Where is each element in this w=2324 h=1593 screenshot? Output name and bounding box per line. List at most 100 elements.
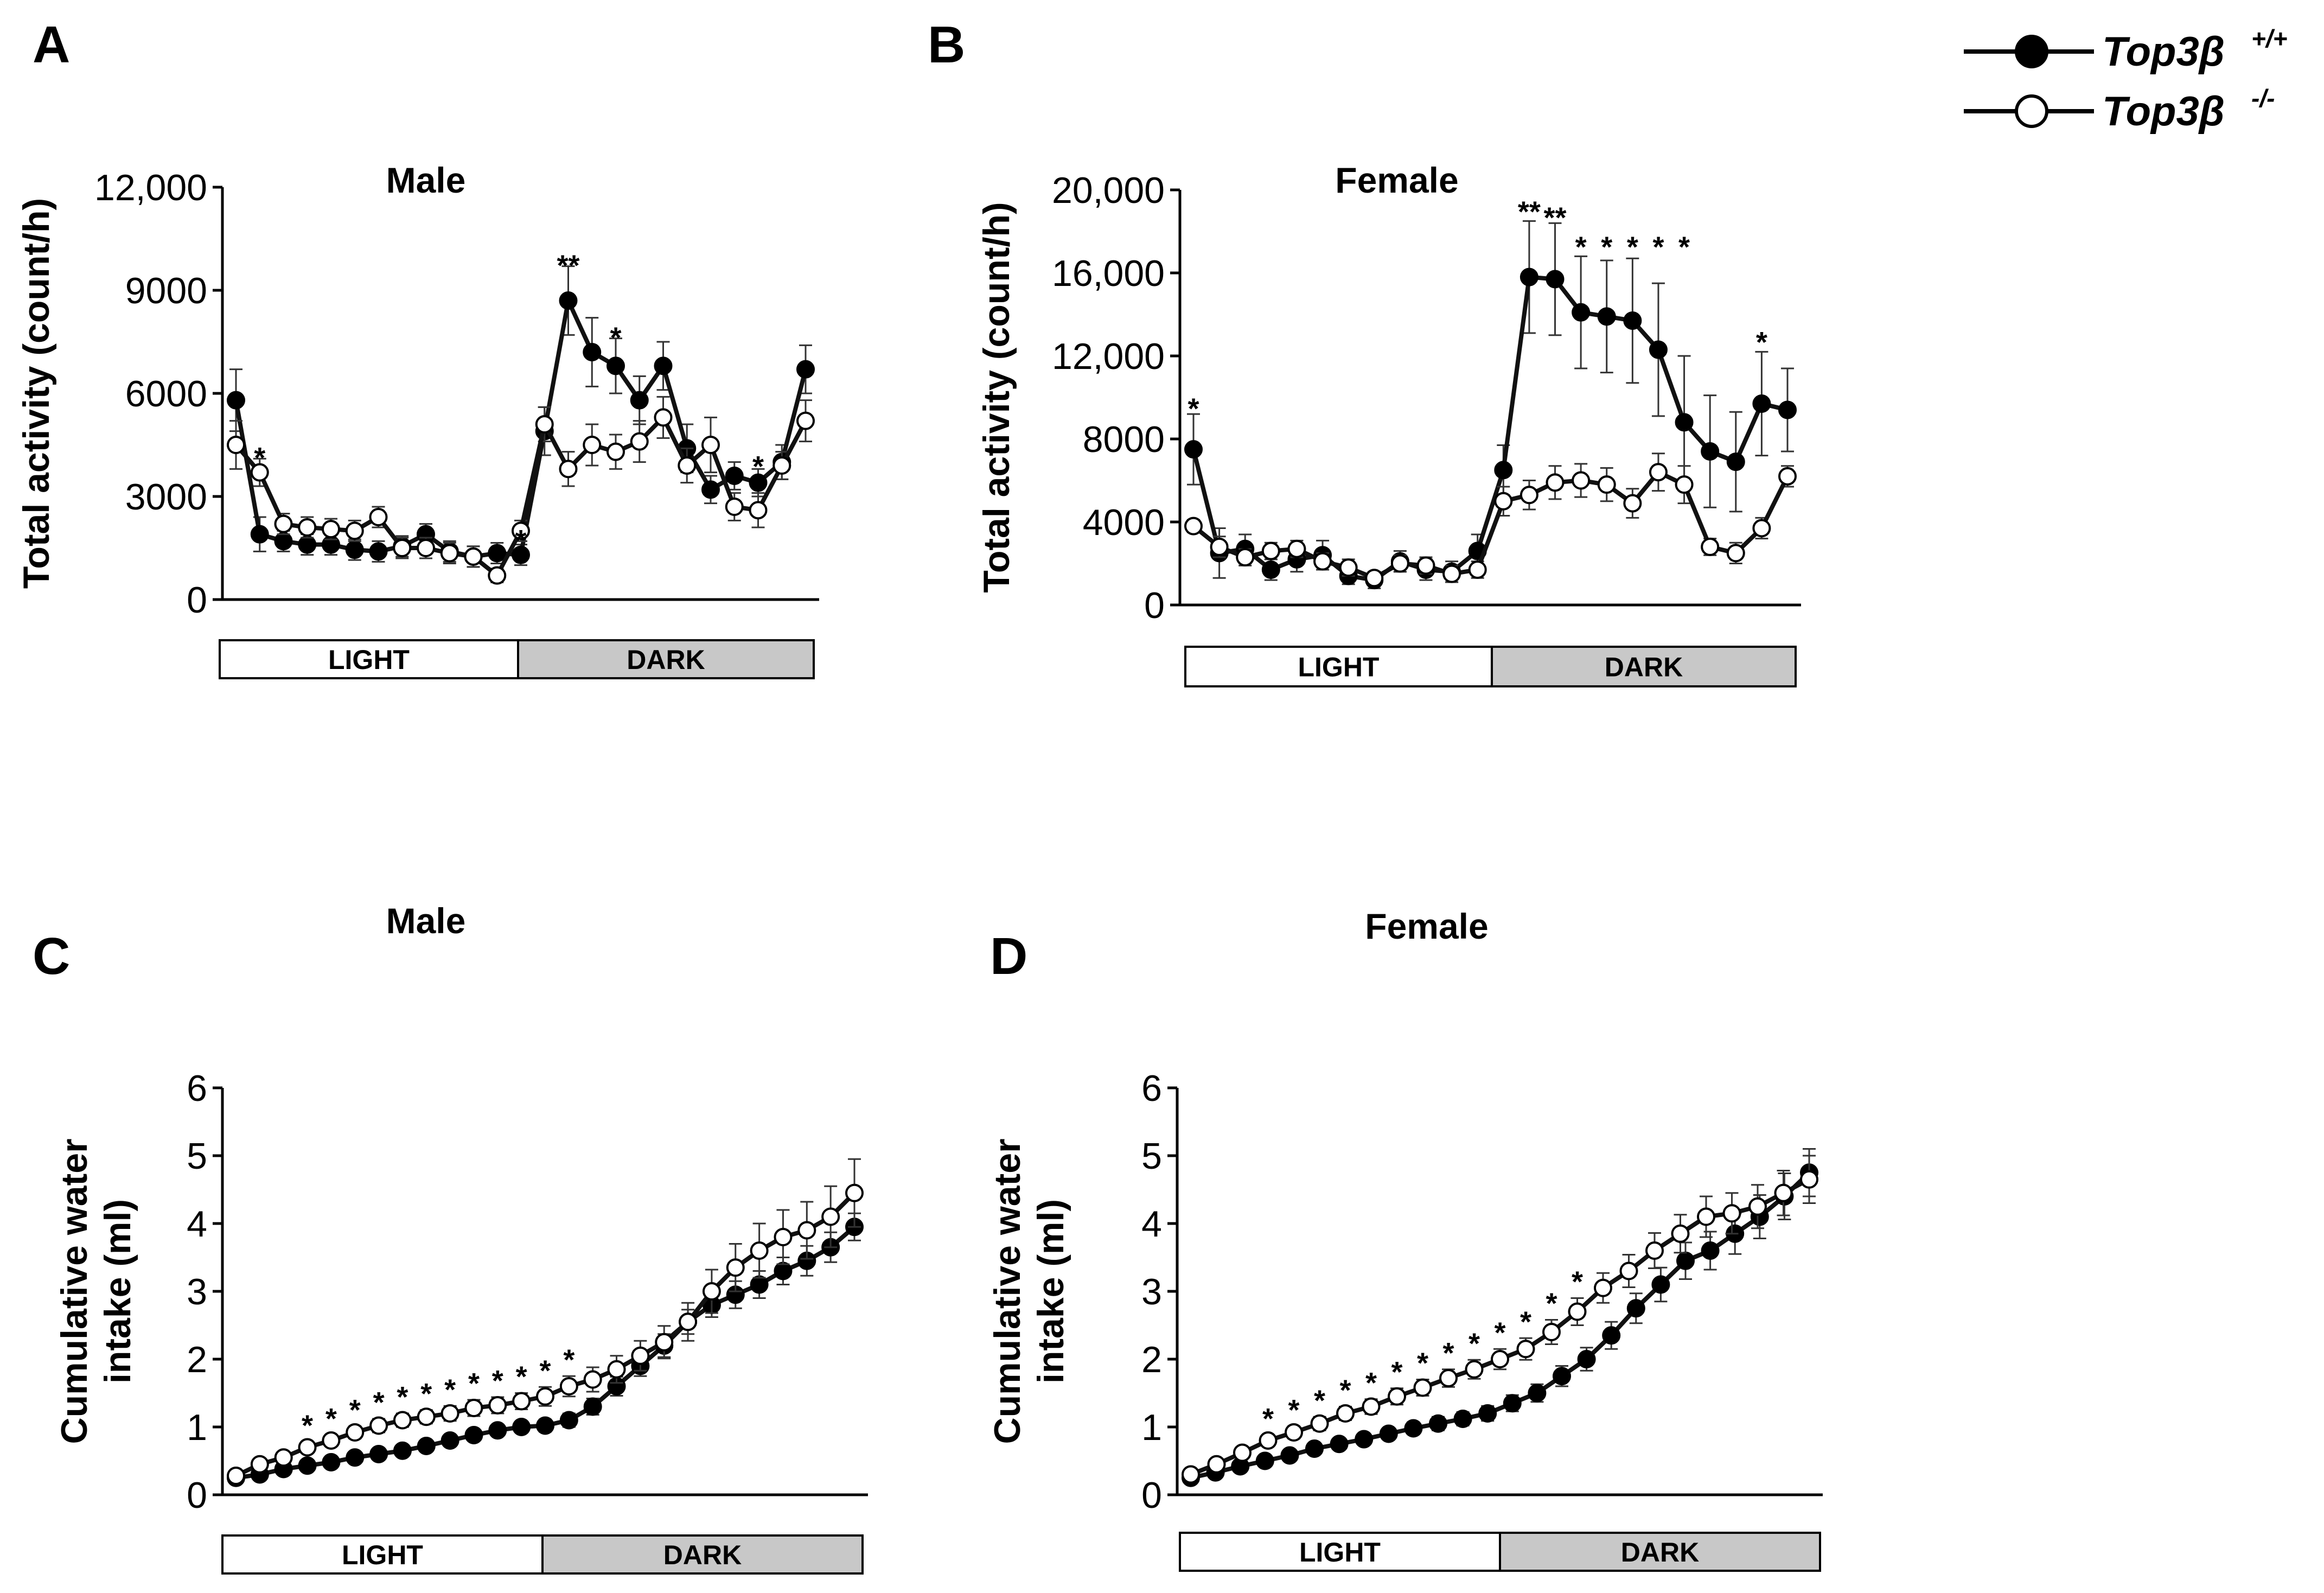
panel-letter: A bbox=[33, 16, 70, 74]
significance-star: * bbox=[1652, 231, 1664, 263]
data-point bbox=[796, 360, 815, 379]
data-point bbox=[250, 1455, 269, 1474]
data-point bbox=[512, 1418, 531, 1436]
significance-star: * bbox=[1417, 1347, 1428, 1380]
y-tick-label: 0 bbox=[1141, 1475, 1162, 1516]
data-point bbox=[1184, 440, 1203, 459]
data-point bbox=[1330, 1435, 1349, 1454]
dark-bar-label: DARK bbox=[627, 645, 705, 675]
data-point bbox=[821, 1207, 840, 1226]
data-point bbox=[774, 1261, 793, 1280]
data-point bbox=[417, 539, 435, 557]
significance-star: * bbox=[420, 1378, 432, 1410]
data-point bbox=[1778, 400, 1797, 419]
data-point bbox=[1626, 1299, 1645, 1318]
data-point bbox=[1568, 1302, 1587, 1321]
y-tick-label: 6 bbox=[187, 1068, 207, 1109]
significance-star: ** bbox=[557, 250, 579, 282]
data-point bbox=[1233, 1443, 1252, 1462]
significance-star: ** bbox=[1544, 202, 1567, 234]
data-point bbox=[1701, 537, 1720, 556]
data-point bbox=[607, 1360, 626, 1379]
data-point bbox=[250, 525, 269, 544]
data-point bbox=[1701, 1241, 1720, 1260]
data-point bbox=[1778, 467, 1797, 486]
data-point bbox=[1287, 539, 1306, 558]
data-point bbox=[1362, 1397, 1381, 1416]
data-point bbox=[583, 1397, 602, 1416]
significance-star: * bbox=[254, 442, 265, 474]
data-point bbox=[488, 566, 507, 585]
y-tick-label: 3000 bbox=[125, 476, 207, 518]
y-tick-label: 4000 bbox=[1083, 502, 1165, 543]
data-point bbox=[1649, 463, 1668, 482]
data-point bbox=[227, 436, 245, 454]
data-point bbox=[1645, 1241, 1664, 1260]
data-point bbox=[749, 473, 768, 492]
y-tick-label: 12,000 bbox=[1052, 336, 1165, 377]
data-point bbox=[417, 1407, 436, 1426]
data-point bbox=[1416, 556, 1435, 575]
data-point bbox=[512, 1392, 531, 1411]
light-bar-label: LIGHT bbox=[1299, 1537, 1381, 1567]
panel-letter: C bbox=[33, 927, 70, 985]
legend-item: Top3β -/- bbox=[1964, 84, 2275, 135]
panel-title: Male bbox=[386, 901, 466, 941]
significance-star: * bbox=[610, 322, 621, 354]
data-point bbox=[583, 343, 602, 361]
data-point bbox=[1388, 1387, 1406, 1406]
panel-letter: B bbox=[928, 16, 965, 74]
data-point bbox=[1184, 517, 1203, 536]
data-point bbox=[1671, 1224, 1690, 1243]
significance-star: * bbox=[539, 1354, 551, 1387]
data-point bbox=[1697, 1207, 1715, 1226]
y-tick-label: 9000 bbox=[125, 270, 207, 311]
significance-star: * bbox=[1469, 1327, 1480, 1360]
significance-star: * bbox=[1494, 1316, 1505, 1349]
y-axis-label: intake (ml) bbox=[1030, 1199, 1071, 1384]
panel-letter: D bbox=[990, 927, 1027, 985]
dark-bar bbox=[1491, 646, 1797, 687]
significance-star: * bbox=[1391, 1356, 1402, 1388]
data-point bbox=[488, 1396, 507, 1414]
significance-star: * bbox=[325, 1403, 337, 1435]
legend: Top3β +/+ Top3β -/- bbox=[1964, 24, 2288, 135]
y-tick-label: 12,000 bbox=[94, 167, 207, 208]
series-line bbox=[234, 298, 808, 559]
data-point bbox=[440, 544, 459, 563]
data-point bbox=[1207, 1455, 1226, 1474]
dark-bar-label: DARK bbox=[1621, 1537, 1699, 1567]
data-point bbox=[1597, 307, 1616, 326]
significance-star: * bbox=[373, 1386, 385, 1419]
y-tick-label: 1 bbox=[1141, 1407, 1162, 1448]
data-point bbox=[274, 514, 293, 533]
y-axis-label: Total activity (count/h) bbox=[16, 198, 57, 589]
data-point bbox=[393, 539, 412, 557]
data-point bbox=[701, 480, 720, 499]
data-point bbox=[1261, 560, 1280, 579]
data-point bbox=[797, 1221, 816, 1240]
data-point bbox=[1675, 413, 1694, 432]
significance-star: * bbox=[1314, 1384, 1325, 1417]
data-point bbox=[583, 1370, 602, 1389]
data-point bbox=[1336, 1404, 1355, 1423]
data-point bbox=[512, 521, 530, 540]
data-point bbox=[631, 1346, 650, 1365]
data-point bbox=[512, 545, 530, 564]
significance-star: * bbox=[563, 1343, 574, 1376]
data-point bbox=[654, 408, 673, 427]
significance-star: * bbox=[1572, 1266, 1583, 1298]
data-point bbox=[298, 1456, 317, 1475]
significance-star: * bbox=[1546, 1288, 1557, 1320]
legend-superscript: -/- bbox=[2251, 84, 2275, 112]
data-point bbox=[1572, 303, 1591, 322]
data-point bbox=[1442, 564, 1461, 583]
data-point bbox=[536, 1416, 554, 1435]
data-point bbox=[1553, 1367, 1571, 1386]
dark-bar bbox=[541, 1534, 864, 1575]
dark-bar-label: DARK bbox=[663, 1540, 742, 1570]
data-point bbox=[346, 1448, 365, 1467]
data-point bbox=[606, 356, 625, 375]
data-point bbox=[1280, 1446, 1299, 1465]
panel-title: Female bbox=[1365, 906, 1488, 946]
